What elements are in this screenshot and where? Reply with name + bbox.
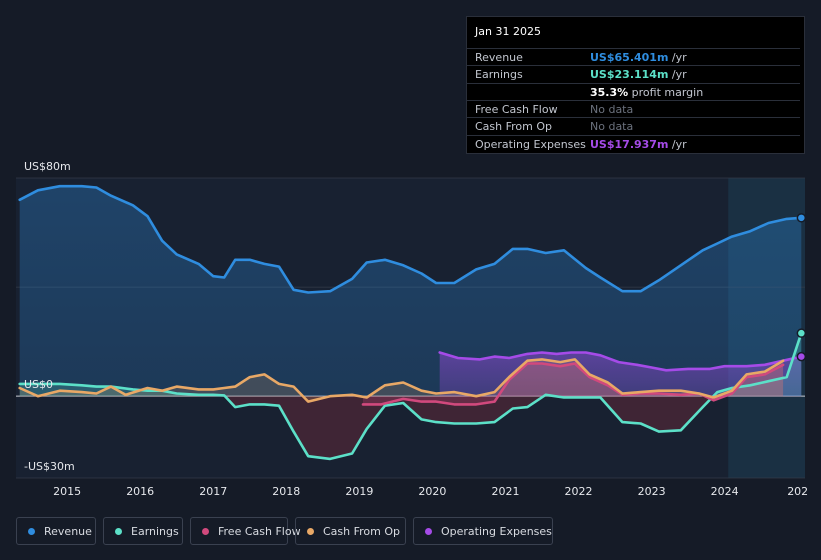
legend-label: Earnings: [131, 525, 179, 538]
earnings-area-positive: [19, 333, 802, 397]
tooltip-value-number: US$65.401m: [590, 51, 669, 64]
free-cash-flow-line: [361, 362, 785, 406]
tooltip-value-unit: /yr: [668, 51, 687, 64]
x-axis-label: 2021: [491, 485, 519, 498]
tooltip-row-label: Free Cash Flow: [475, 102, 558, 116]
legend-label: Operating Expenses: [441, 525, 552, 538]
series-lines: [18, 184, 807, 461]
legend-label: Free Cash Flow: [218, 525, 301, 538]
revenue-line: [18, 184, 803, 294]
x-axis-label: 2019: [345, 485, 373, 498]
legend-item-earnings[interactable]: Earnings: [103, 517, 183, 545]
revenue-end-marker: [796, 213, 807, 223]
tooltip-value-number: US$17.937m: [590, 137, 669, 151]
legend-dot-icon: [28, 528, 35, 535]
tooltip-value-unit: /yr: [668, 68, 687, 82]
tooltip-row-value: 35.3% profit margin: [590, 86, 703, 99]
x-axis-label: 2020: [418, 485, 446, 498]
axis-labels: US$80m US$0 -US$30m 2015 2016 2017 2018 2019 202…: [24, 160, 808, 498]
tooltip-row-value: No data: [590, 120, 633, 133]
y-axis-label: -US$30m: [24, 460, 75, 473]
tooltip-row: Free Cash Flow No data: [467, 99, 800, 117]
tooltip-value-number: No data: [590, 102, 634, 116]
operating-expenses-end-marker: [796, 351, 807, 362]
tooltip-row-value: No data: [590, 103, 633, 116]
cash-from-op-area: [19, 359, 784, 402]
legend-label: Cash From Op: [323, 525, 401, 538]
free-cash-flow-area: [363, 363, 784, 405]
x-axis-label: 202: [787, 485, 808, 498]
x-axis-label: 2015: [53, 485, 81, 498]
legend-item-free-cash-flow[interactable]: Free Cash Flow: [190, 517, 301, 545]
legend-item-operating-expenses[interactable]: Operating Expenses: [413, 517, 553, 545]
legend-dot-icon: [307, 528, 314, 535]
tooltip-row: Earnings US$23.114m /yr: [467, 65, 800, 82]
x-axis-label: 2024: [711, 485, 739, 498]
tooltip-row: 35.3% profit margin: [467, 82, 800, 100]
operating-expenses-line: [438, 351, 803, 372]
earnings-end-marker: [796, 328, 807, 338]
x-axis-label: 2016: [126, 485, 154, 498]
x-axis-label: 2023: [638, 485, 666, 498]
tooltip-row: Cash From Op No data: [467, 117, 800, 134]
legend-dot-icon: [115, 528, 122, 535]
tooltip-value-unit: /yr: [668, 137, 687, 151]
tooltip-value-number: No data: [590, 120, 634, 134]
tooltip-row-label: Earnings: [475, 68, 523, 82]
tooltip-row: Revenue US$65.401m /yr: [467, 48, 800, 65]
tooltip-date: Jan 31 2025: [475, 25, 541, 38]
tooltip-row-label: Operating Expenses: [475, 137, 586, 151]
tooltip-panel: Jan 31 2025 Revenue US$65.401m /yr Earning…: [466, 16, 805, 154]
x-axis-label: 2022: [565, 485, 593, 498]
legend-dot-icon: [202, 528, 209, 535]
legend-item-cash-from-op[interactable]: Cash From Op: [295, 517, 406, 545]
tooltip-row-value: US$65.401m /yr: [590, 51, 687, 64]
tooltip-row-label: Revenue: [475, 51, 523, 64]
legend-dot-icon: [425, 528, 432, 535]
y-axis-label: US$80m: [24, 160, 71, 173]
x-axis-label: 2018: [272, 485, 300, 498]
earnings-line: [18, 331, 803, 461]
tooltip-row-value: US$17.937m /yr: [590, 138, 687, 151]
tooltip-value-number: US$23.114m: [590, 68, 669, 82]
y-axis-label: US$0: [24, 378, 53, 391]
tooltip-value-number: 35.3%: [590, 85, 629, 99]
x-axis-label: 2017: [199, 485, 227, 498]
legend-item-revenue[interactable]: Revenue: [16, 517, 96, 545]
cash-from-op-line: [18, 358, 785, 403]
tooltip-row: Operating Expenses US$17.937m /yr: [467, 134, 800, 152]
legend-label: Revenue: [44, 525, 92, 538]
tooltip-row-label: Cash From Op: [475, 120, 553, 134]
revenue-area: [19, 186, 802, 397]
tooltip-value-unit: profit margin: [628, 85, 704, 99]
tooltip-row-value: US$23.114m /yr: [590, 68, 687, 81]
